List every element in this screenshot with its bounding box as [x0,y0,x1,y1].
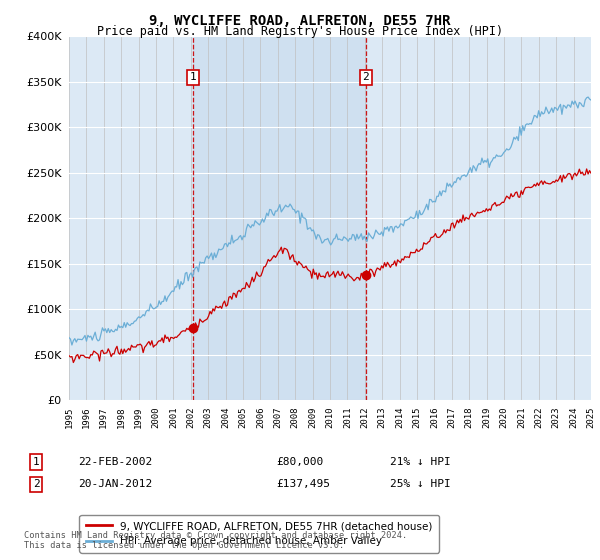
Text: 2: 2 [32,479,40,489]
Text: 9, WYCLIFFE ROAD, ALFRETON, DE55 7HR: 9, WYCLIFFE ROAD, ALFRETON, DE55 7HR [149,14,451,28]
Text: 1: 1 [190,72,197,82]
Text: 2: 2 [362,72,369,82]
Text: Contains HM Land Registry data © Crown copyright and database right 2024.
This d: Contains HM Land Registry data © Crown c… [24,530,407,550]
Text: Price paid vs. HM Land Registry's House Price Index (HPI): Price paid vs. HM Land Registry's House … [97,25,503,38]
Text: 25% ↓ HPI: 25% ↓ HPI [390,479,451,489]
Text: 22-FEB-2002: 22-FEB-2002 [78,457,152,467]
Text: £80,000: £80,000 [276,457,323,467]
Text: 21% ↓ HPI: 21% ↓ HPI [390,457,451,467]
Text: 20-JAN-2012: 20-JAN-2012 [78,479,152,489]
Bar [193,36,366,400]
Legend: 9, WYCLIFFE ROAD, ALFRETON, DE55 7HR (detached house), HPI: Average price, detac: 9, WYCLIFFE ROAD, ALFRETON, DE55 7HR (de… [79,515,439,553]
Text: 1: 1 [32,457,40,467]
Text: £137,495: £137,495 [276,479,330,489]
